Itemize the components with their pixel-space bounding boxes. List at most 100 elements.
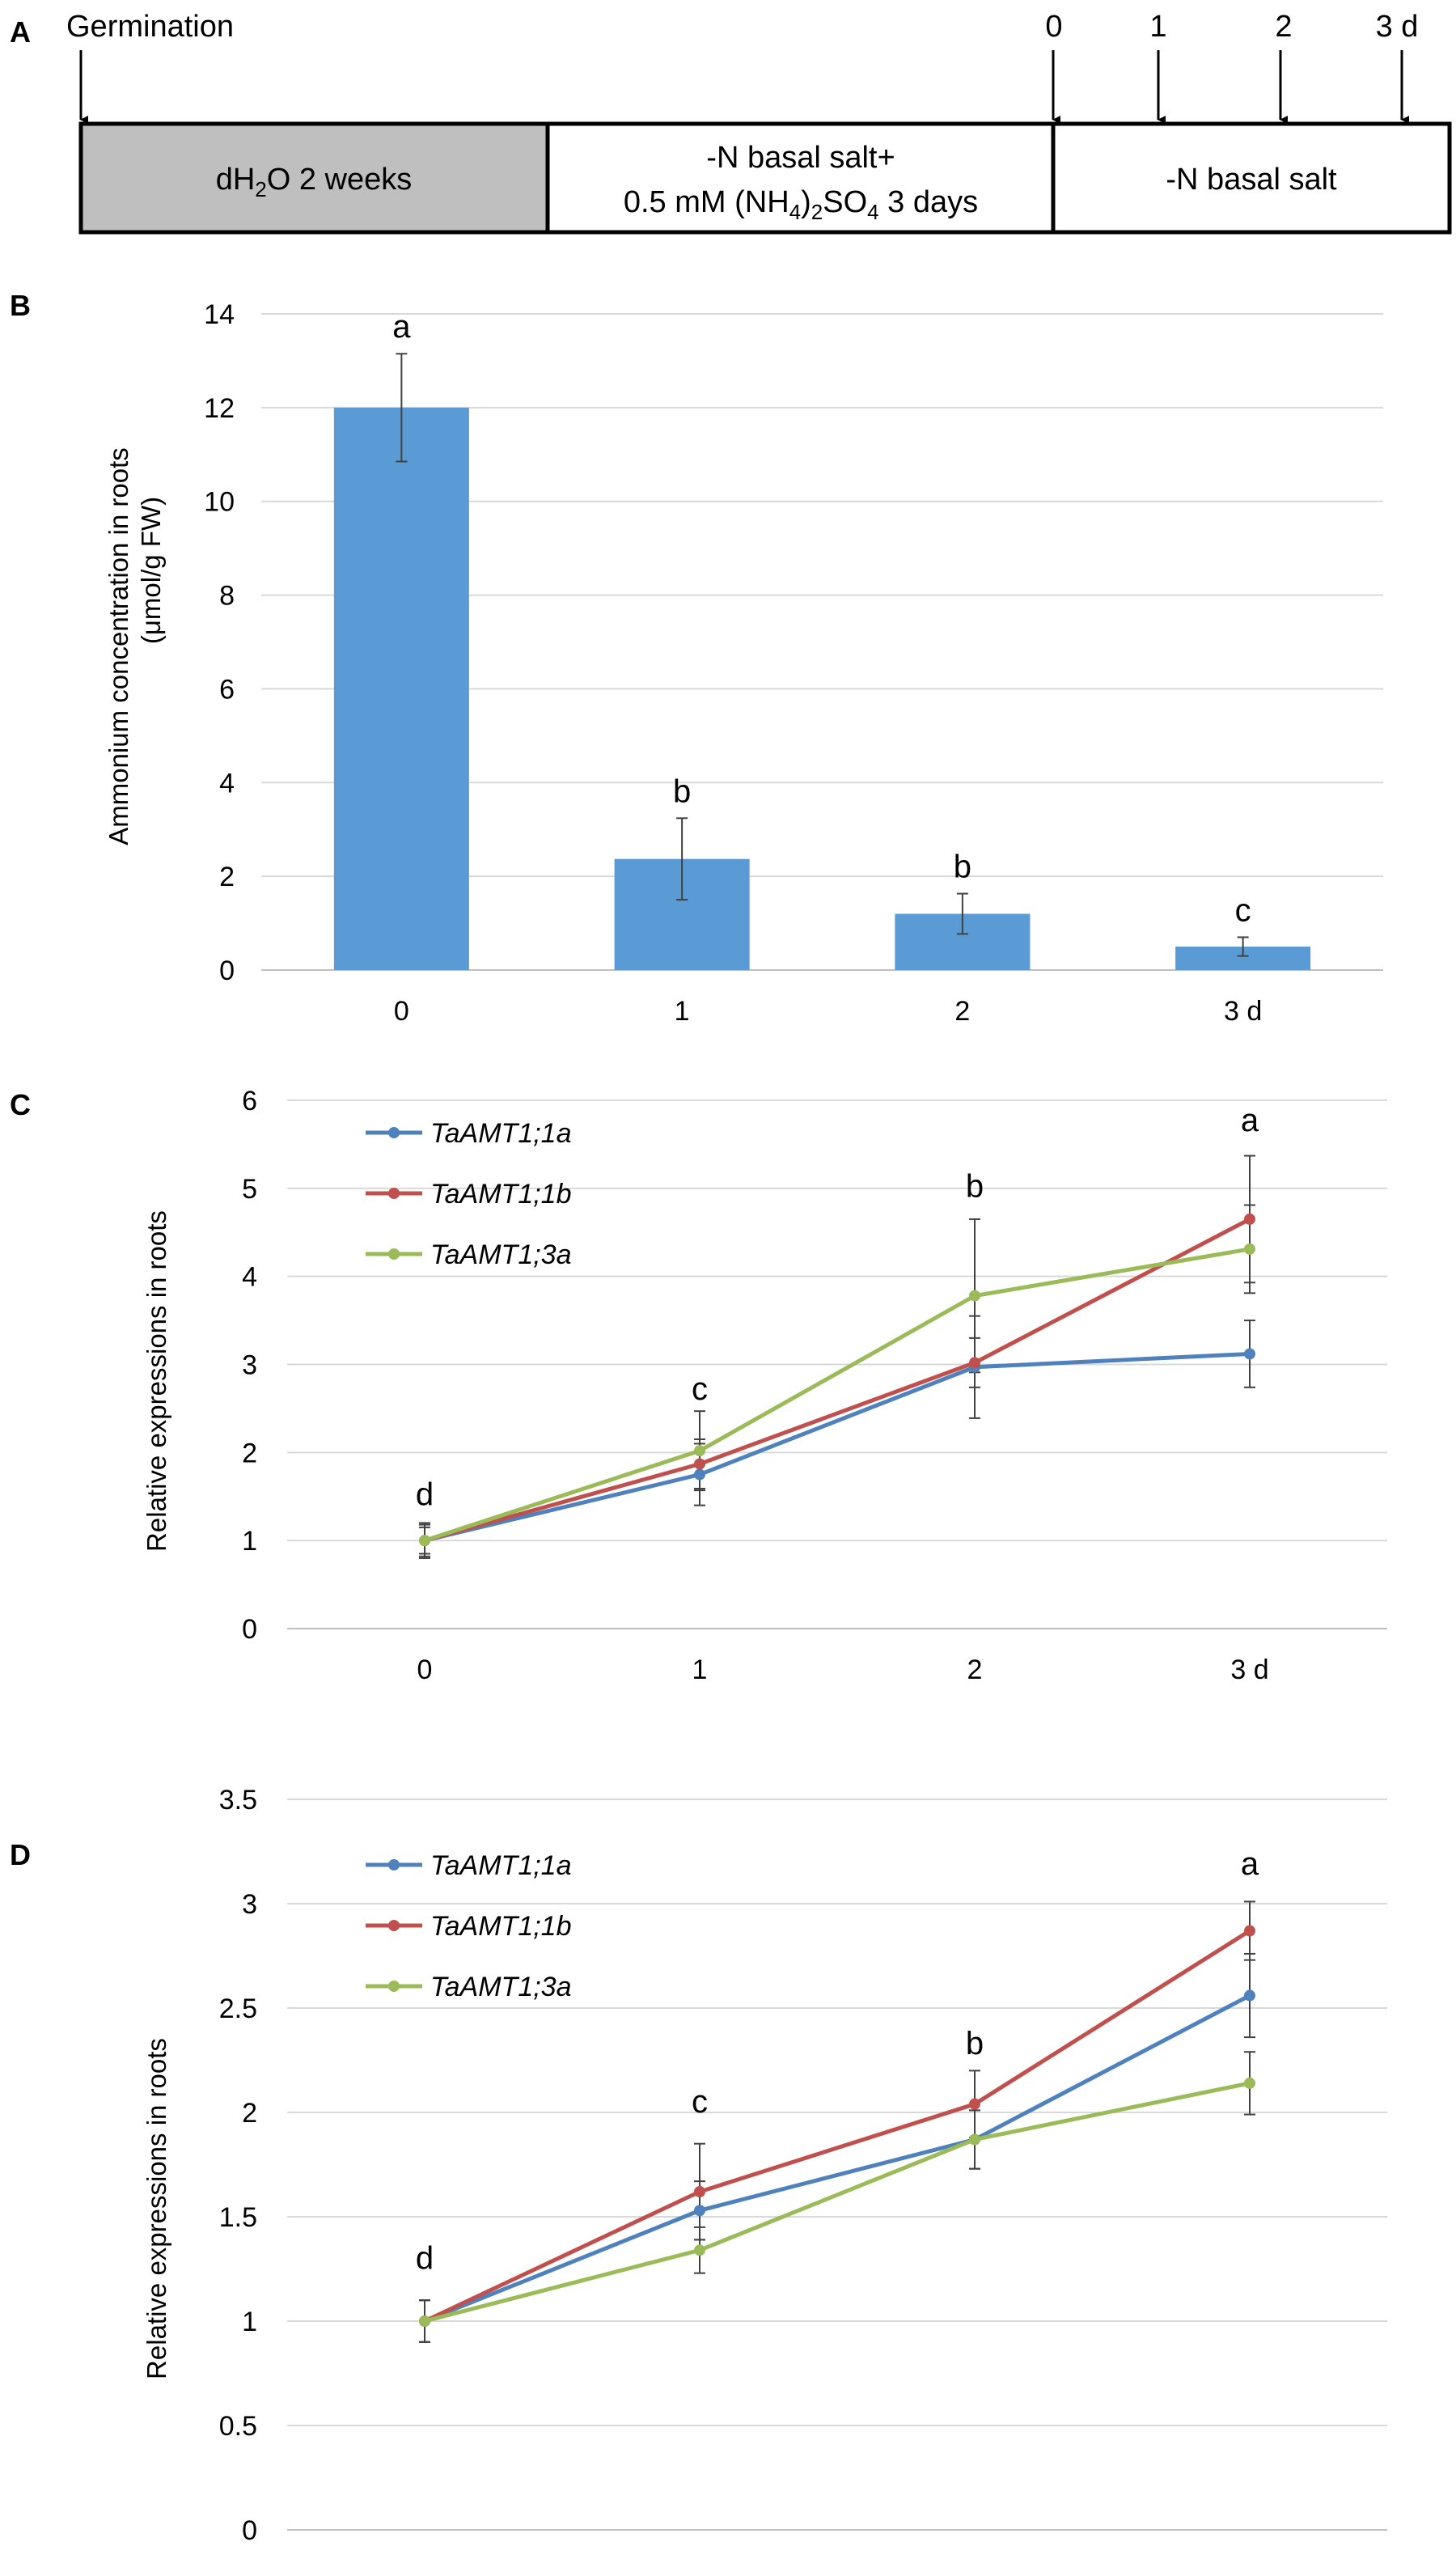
legend-marker-2 [388,1248,400,1260]
significance-label-1: c [692,1371,708,1407]
y-tick-label: 4 [219,768,235,799]
legend-label-2: TaAMT1;3a [430,1972,572,2002]
significance-label-3: a [1241,1103,1259,1138]
x-tick-label: 2 [954,996,970,1027]
timeline-diagram: Germination 0 1 2 3 d dH2O 2 weeks -N ba… [66,10,1452,235]
series-line-1 [424,1217,1251,1543]
legend-marker-2 [388,1981,400,1992]
data-point-s0-1 [694,1468,705,1481]
series-line-2 [424,2081,1251,2324]
legend-label-1: TaAMT1;1b [430,1179,572,1210]
y-tick-label: 2.5 [219,1993,257,2024]
significance-label-3: a [1241,1846,1259,1882]
x-tick-label: 0 [417,2556,433,2559]
significance-label-1: c [692,2084,708,2120]
y-tick-label: 1 [242,2307,257,2337]
x-tick-label: 3 d [1224,996,1262,1027]
x-tick-label: 3 d [1230,2556,1268,2559]
series-line-0 [424,1351,1251,1543]
stage-box-n-free [1051,121,1452,235]
y-tick-label: 6 [242,1086,257,1116]
x-tick-label: 2 [967,1654,983,1685]
timepoint-label-0: 0 [1045,10,1062,44]
x-tick-label: 0 [417,1654,433,1685]
y-axis-title-line1: Ammonium concentration in roots [104,447,133,845]
timepoint-label-2: 2 [1275,10,1292,44]
timepoint-label-1: 1 [1149,10,1166,44]
y-tick-label: 6 [219,674,235,705]
significance-label-0: d [416,1477,434,1513]
y-tick-label: 0 [242,1614,257,1645]
x-tick-label: 0 [394,996,409,1027]
chart-expression-c: 0 1 2 3 4 5 6 0 1 2 3 d d c b a TaAMT1;1a TaAMT1;1b TaAMT… [142,1086,1387,1685]
x-tick-label: 1 [692,2556,708,2559]
germination-label: Germination [66,10,234,44]
timepoint-label-3: 3 d [1376,10,1419,44]
y-axis-title-line2: (μmol/g FW) [136,497,166,644]
x-tick-label: 1 [675,996,690,1027]
stage-water-label: dH2O 2 weeks [216,163,413,201]
y-tick-label: 2 [242,2098,257,2129]
y-tick-label: 10 [204,487,235,518]
y-tick-label: 0 [242,2515,257,2546]
significance-label-3: c [1235,892,1251,928]
stage-box-water [78,121,550,235]
legend-label-2: TaAMT1;3a [430,1239,572,1270]
significance-label-1: b [673,773,691,809]
data-point-s2-0 [419,1535,430,1547]
y-tick-label: 3.5 [219,1785,257,1815]
legend-marker-1 [388,1920,400,1931]
y-tick-label: 2 [242,1438,257,1468]
y-tick-label: 2 [219,862,235,892]
data-point-s1-2 [969,1357,980,1369]
x-tick-label: 1 [692,1654,708,1685]
data-point-s2-1 [694,1445,705,1457]
legend-marker-0 [388,1127,400,1138]
y-tick-label: 3 [242,1350,257,1381]
x-tick-label: 2 [967,2556,983,2559]
y-tick-label: 1 [242,1526,257,1557]
y-tick-label: 12 [204,393,235,424]
data-point-s1-1 [694,1458,705,1470]
significance-label-2: b [966,2026,984,2061]
data-point-s2-2 [969,1290,980,1302]
data-point-s1-1 [694,2186,705,2198]
series-line-2 [424,1247,1251,1543]
y-tick-label: 5 [242,1174,257,1205]
data-point-s2-2 [969,2133,980,2146]
y-axis-title: Relative expressions in roots [142,1210,171,1552]
stage-ammonium-label-line2: 0.5 mM (NH4)2SO4 3 days [624,185,978,224]
panel-label-c: C [10,1088,31,1121]
panel-label-a: A [10,15,31,49]
stage-box-ammonium [545,121,1056,235]
legend-label-0: TaAMT1;1a [430,1850,572,1881]
significance-label-0: a [392,309,411,345]
y-tick-label: 14 [204,299,235,330]
y-axis-title: Relative expressions in roots [142,2038,171,2379]
data-point-s0-3 [1244,1348,1255,1360]
y-tick-label: 0 [219,955,235,986]
series-line-0 [424,1993,1251,2324]
y-tick-label: 8 [219,581,235,612]
data-point-s2-1 [694,2244,705,2256]
chart-expression-d: 0 0.5 1 1.5 2 2.5 3 3.5 0 1 2 3 d d c b a TaAMT1;1a TaAMT… [142,1785,1387,2559]
bar-0 [333,407,469,970]
data-point-s1-3 [1244,1213,1255,1225]
series-line-1 [423,1929,1251,2324]
legend-label-0: TaAMT1;1a [430,1118,572,1149]
data-point-s1-3 [1244,1925,1255,1937]
data-point-s1-2 [969,2098,980,2110]
significance-label-2: b [954,849,971,885]
y-tick-label: 3 [242,1889,257,1920]
data-point-s2-0 [419,2315,430,2327]
y-tick-label: 1.5 [219,2202,257,2233]
legend-marker-1 [388,1188,400,1199]
y-tick-label: 4 [242,1262,257,1293]
x-tick-label: 3 d [1230,1654,1268,1685]
data-point-s0-3 [1244,1989,1255,2002]
legend-marker-0 [388,1859,400,1871]
data-point-s2-3 [1244,2077,1255,2089]
legend-label-1: TaAMT1;1b [430,1911,572,1942]
